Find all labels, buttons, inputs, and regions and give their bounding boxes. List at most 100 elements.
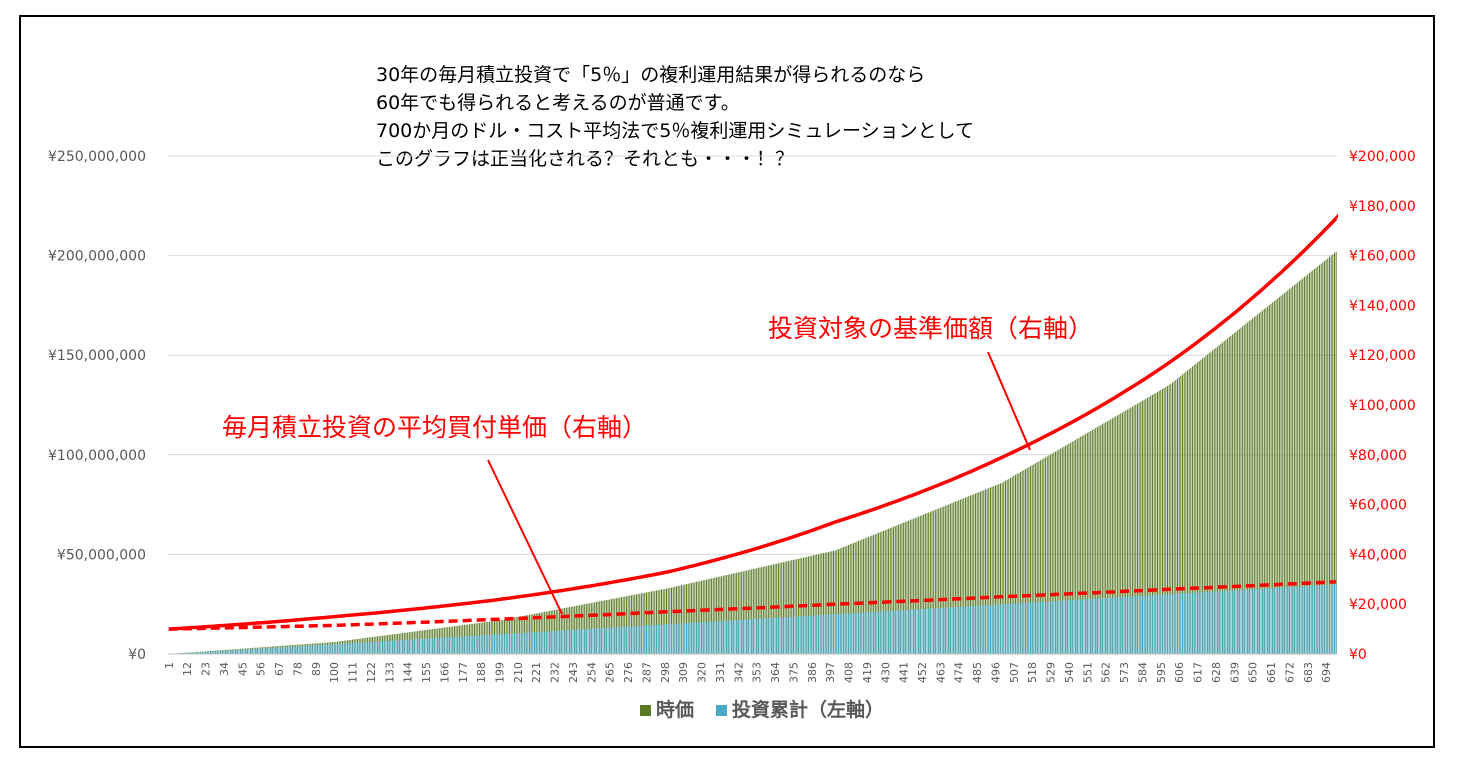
- cumulative-investment-bar: [1025, 602, 1027, 654]
- market-value-bar: [1215, 347, 1217, 654]
- cumulative-investment-bar: [1228, 590, 1230, 654]
- cumulative-investment-bar: [1083, 599, 1085, 654]
- market-value-bar: [1090, 430, 1092, 654]
- market-value-bar: [1308, 272, 1310, 654]
- cumulative-investment-bar: [485, 635, 487, 654]
- cumulative-investment-bar: [195, 652, 197, 654]
- cumulative-investment-bar: [1110, 597, 1112, 654]
- cumulative-investment-bar: [884, 611, 886, 654]
- market-value-bar: [711, 578, 713, 654]
- cumulative-investment-bar: [961, 606, 963, 654]
- x-axis-tick-label: 155: [420, 662, 433, 683]
- cumulative-investment-bar: [1302, 586, 1304, 654]
- market-value-bar: [968, 496, 970, 654]
- market-value-bar: [951, 503, 953, 654]
- cumulative-investment-bar: [326, 644, 328, 654]
- cumulative-investment-bar: [251, 649, 253, 654]
- cumulative-investment-bar: [998, 604, 1000, 654]
- market-value-bar: [724, 575, 726, 654]
- cumulative-investment-bar: [959, 606, 961, 654]
- market-value-bar: [861, 539, 863, 654]
- cumulative-investment-bar: [726, 620, 728, 654]
- x-axis-tick-label: 342: [732, 662, 745, 683]
- market-value-bar: [1210, 351, 1212, 654]
- cumulative-investment-bar: [652, 625, 654, 654]
- market-value-bar: [1055, 451, 1057, 654]
- market-value-bar: [687, 583, 689, 654]
- cumulative-investment-bar: [1056, 600, 1058, 654]
- market-value-bar: [1220, 343, 1222, 654]
- x-axis-tick-label: 694: [1320, 662, 1333, 683]
- cumulative-investment-bar: [1223, 590, 1225, 654]
- market-value-bar: [807, 556, 809, 654]
- market-value-bar: [1287, 290, 1289, 654]
- cumulative-investment-bar: [665, 624, 667, 654]
- market-value-bar: [1120, 413, 1122, 654]
- cumulative-investment-bar: [420, 638, 422, 654]
- market-value-bar: [657, 590, 659, 654]
- cumulative-investment-bar: [514, 633, 516, 654]
- right-axis-tick-label: ¥100,000: [1349, 398, 1416, 414]
- market-value-bar: [1218, 345, 1220, 654]
- cumulative-investment-bar: [193, 652, 195, 654]
- cumulative-investment-bar: [570, 629, 572, 654]
- market-value-bar: [809, 556, 811, 654]
- cumulative-investment-bar: [674, 623, 676, 654]
- cumulative-investment-bar: [522, 632, 524, 654]
- cumulative-investment-bar: [894, 610, 896, 654]
- market-value-bar: [1203, 357, 1205, 654]
- cumulative-investment-bar: [1248, 589, 1250, 654]
- cumulative-investment-bar: [321, 644, 323, 654]
- cumulative-investment-bar: [1103, 598, 1105, 654]
- cumulative-investment-bar: [1046, 601, 1048, 654]
- cumulative-investment-bar: [906, 609, 908, 654]
- market-value-bar: [1300, 279, 1302, 654]
- cumulative-investment-bar: [246, 649, 248, 654]
- cumulative-investment-bar: [1051, 601, 1053, 654]
- market-value-bar: [642, 593, 644, 654]
- market-value-bar: [869, 536, 871, 654]
- market-value-bar: [1213, 349, 1215, 654]
- market-value-bar: [909, 519, 911, 654]
- market-value-bar: [1051, 453, 1053, 654]
- market-value-bar: [949, 503, 951, 654]
- cumulative-investment-bar: [1078, 599, 1080, 654]
- market-value-bar: [921, 515, 923, 654]
- cumulative-investment-bar: [983, 605, 985, 654]
- market-value-bar: [1323, 260, 1325, 654]
- market-value-bar: [1258, 313, 1260, 654]
- cumulative-investment-bar: [1293, 586, 1295, 654]
- market-value-bar: [674, 586, 676, 654]
- market-value-bar: [1332, 254, 1334, 654]
- cumulative-investment-bar: [846, 613, 848, 654]
- cumulative-investment-bar: [650, 625, 652, 654]
- cumulative-investment-bar: [963, 606, 965, 654]
- cumulative-investment-bar: [979, 605, 981, 654]
- market-value-bar: [946, 505, 948, 654]
- market-value-bar: [660, 589, 662, 654]
- market-value-bar: [866, 537, 868, 654]
- market-value-bar: [893, 526, 895, 654]
- market-value-bar: [584, 604, 586, 654]
- market-value-bar: [1267, 306, 1269, 654]
- market-value-bar: [1282, 294, 1284, 654]
- legend-swatch: [640, 705, 651, 716]
- cumulative-investment-bar: [585, 629, 587, 654]
- cumulative-investment-bar: [285, 647, 287, 654]
- cumulative-investment-bar: [1220, 591, 1222, 654]
- cumulative-investment-bar: [844, 613, 846, 654]
- x-axis-tick-label: 672: [1283, 662, 1296, 683]
- market-value-bar: [1036, 462, 1038, 654]
- cumulative-investment-bar: [1205, 592, 1207, 654]
- market-value-bar: [948, 504, 950, 654]
- market-value-bar: [1265, 307, 1267, 654]
- market-value-bar: [594, 602, 596, 654]
- cumulative-investment-bar: [1150, 595, 1152, 654]
- market-value-bar: [592, 602, 594, 654]
- series-market-value-bars: [170, 251, 1337, 655]
- market-value-bar: [1288, 288, 1290, 654]
- cumulative-investment-bar: [886, 611, 888, 654]
- cumulative-investment-bar: [874, 611, 876, 654]
- market-value-bar: [776, 563, 778, 654]
- market-value-bar: [1078, 437, 1080, 654]
